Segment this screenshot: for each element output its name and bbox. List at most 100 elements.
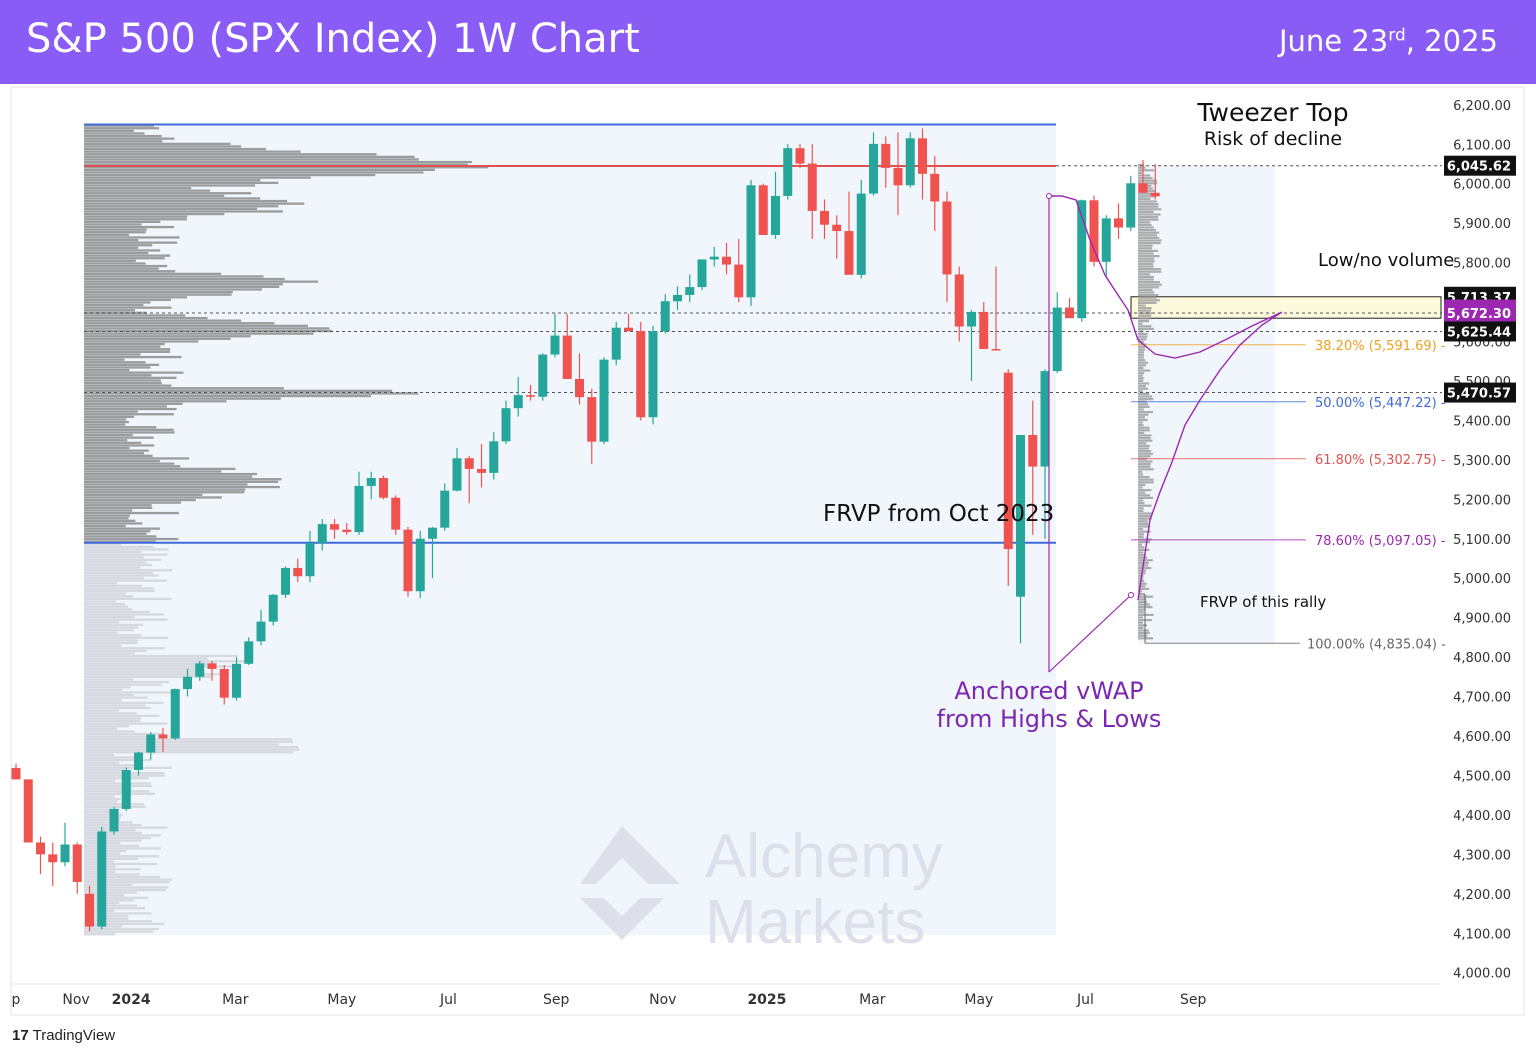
y-tick-label: 4,400.00: [1453, 809, 1511, 824]
volume-profile-bar: [84, 179, 261, 182]
candle-body: [477, 468, 486, 473]
rally-volume-profile-bar: [1138, 174, 1151, 177]
candle-body: [464, 458, 474, 469]
x-tick-label: Nov: [649, 992, 676, 1008]
volume-profile-bar: [84, 569, 173, 572]
volume-profile-bar: [84, 738, 292, 741]
volume-profile-bar: [84, 795, 115, 798]
volume-profile-bar: [84, 303, 144, 307]
volume-profile-bar: [84, 392, 419, 395]
rally-volume-profile-bar: [1138, 281, 1160, 284]
volume-profile-bar: [84, 168, 435, 171]
candle-body: [1052, 307, 1062, 372]
volume-profile-bar: [84, 920, 152, 923]
volume-profile-bar: [84, 124, 155, 127]
candle-body: [881, 143, 891, 168]
rally-volume-profile-bar: [1138, 574, 1144, 577]
watermark: Alchemy Markets: [580, 822, 943, 957]
rally-volume-profile-bar: [1138, 351, 1144, 354]
candle-body: [281, 567, 290, 595]
rally-volume-profile-bar: [1138, 543, 1142, 546]
volume-profile-bar: [84, 342, 165, 346]
volume-profile-bar: [84, 394, 372, 398]
rally-volume-profile-bar: [1138, 333, 1148, 336]
rally-volume-profile-bar: [1138, 171, 1143, 174]
volume-profile-bar: [84, 660, 248, 663]
rally-volume-profile-bar: [1138, 179, 1157, 182]
volume-profile-bar: [84, 509, 133, 512]
rally-volume-profile-bar: [1138, 535, 1144, 538]
volume-profile-bar: [84, 389, 393, 392]
volume-profile-bar: [84, 537, 179, 541]
volume-profile-bar: [84, 727, 118, 730]
volume-profile-bar: [84, 207, 258, 210]
rally-volume-profile-bar: [1138, 494, 1150, 497]
rally-volume-profile-bar: [1138, 496, 1153, 499]
volume-profile-bar: [84, 740, 293, 743]
rally-volume-profile-bar: [1138, 239, 1162, 242]
rally-volume-profile-bar: [1138, 468, 1154, 471]
candle-body: [256, 621, 266, 642]
rally-volume-profile-bar: [1138, 507, 1144, 510]
volume-profile-bar: [84, 810, 119, 814]
rally-volume-profile-bar: [1138, 541, 1150, 544]
volume-profile-bar: [84, 288, 262, 291]
rally-volume-profile-bar: [1138, 327, 1154, 330]
volume-profile-bar: [84, 673, 230, 676]
candle-body: [832, 224, 842, 232]
volume-profile-bar: [84, 511, 179, 515]
rally-volume-profile-bar: [1138, 548, 1150, 551]
price-tag: [1444, 382, 1516, 403]
low-volume-label: Low/no volume: [1318, 250, 1454, 271]
volume-profile-bar: [84, 930, 154, 933]
volume-profile-bar: [84, 868, 141, 871]
volume-profile-bar: [84, 826, 168, 829]
volume-profile-bar: [84, 220, 161, 223]
candlestick-chart[interactable]: Alchemy Markets 38.20% (5,591.69) - 50.00…: [0, 84, 1536, 1027]
volume-profile-bar: [84, 662, 217, 665]
volume-profile-bar: [84, 722, 168, 725]
volume-profile-bar: [84, 290, 233, 294]
candle-body: [526, 395, 535, 397]
x-tick-label: Jul: [1076, 992, 1094, 1008]
volume-profile-bar: [84, 173, 376, 177]
candle-body: [709, 256, 719, 260]
rally-volume-profile-bar: [1138, 624, 1147, 627]
volume-profile-bar: [84, 358, 125, 361]
volume-profile-bar: [84, 857, 138, 860]
volume-profile-bar: [84, 652, 135, 655]
volume-profile-bar: [84, 350, 170, 353]
volume-profile-bar: [84, 280, 319, 283]
volume-profile-bar: [84, 751, 294, 754]
candle-body: [379, 477, 388, 498]
volume-profile-bar: [84, 270, 176, 273]
volume-profile-bar: [84, 127, 160, 130]
volume-profile-bar: [84, 441, 142, 444]
volume-profile-bar: [84, 912, 152, 915]
rally-volume-profile-bar: [1138, 231, 1160, 234]
volume-profile-bar: [84, 475, 253, 478]
candle-body: [195, 663, 205, 677]
volume-profile-bar: [84, 293, 232, 296]
volume-profile-bar: [84, 431, 175, 434]
volume-profile-bar: [84, 636, 168, 639]
candle-body: [232, 663, 241, 698]
rally-volume-profile-bar: [1138, 489, 1152, 492]
volume-profile-bar: [84, 563, 153, 567]
candle-body: [1114, 218, 1123, 228]
rally-volume-profile-bar: [1138, 629, 1149, 632]
rally-volume-profile-bar: [1138, 252, 1154, 255]
volume-profile-bar: [84, 896, 149, 899]
rally-volume-profile-bar: [1138, 585, 1146, 588]
rally-volume-profile-bar: [1138, 200, 1157, 203]
volume-profile-bar: [84, 922, 165, 925]
volume-profile-bar: [84, 423, 126, 426]
rally-volume-profile-bar: [1138, 335, 1148, 338]
chart-title: S&P 500 (SPX Index) 1W Chart: [26, 16, 640, 62]
candle-body: [624, 327, 633, 332]
volume-profile-bar: [84, 792, 155, 795]
volume-profile-bar: [84, 675, 211, 678]
volume-profile-bar: [84, 324, 308, 327]
rally-volume-profile-bar: [1138, 486, 1143, 489]
price-tag-label: 5,672.30: [1447, 307, 1511, 322]
